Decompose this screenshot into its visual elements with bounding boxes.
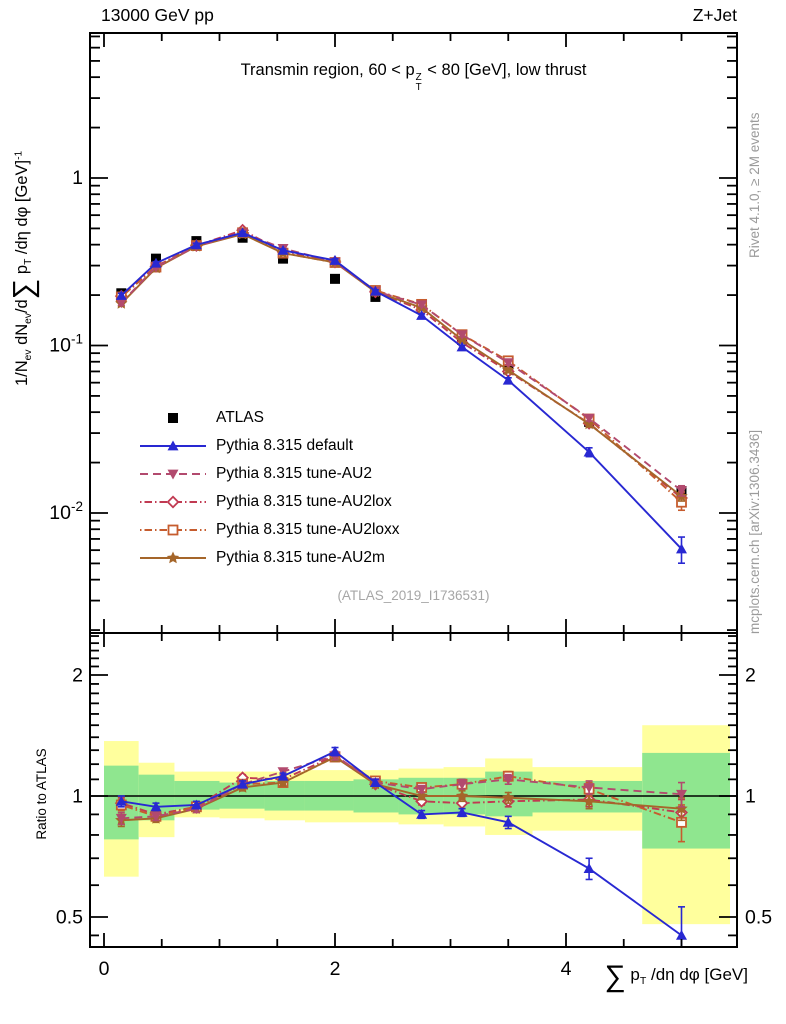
svg-text:10-1: 10-1 [49, 332, 83, 357]
legend-label: Pythia 8.315 tune-AU2 [216, 465, 372, 482]
rivet-credit: Rivet 4.1.0, ≥ 2M events [747, 112, 762, 258]
x-axis-label: ∑ pT /dη dφ [GeV] [604, 960, 748, 993]
legend-marker-default [140, 440, 206, 451]
legend-marker-au2lox [140, 495, 206, 509]
svg-text:4: 4 [561, 958, 572, 980]
svg-text:0.5: 0.5 [745, 907, 772, 929]
svg-text:10-2: 10-2 [49, 499, 83, 524]
legend-label: Pythia 8.315 tune-AU2lox [216, 493, 392, 510]
legend-marker-atlas [168, 413, 178, 423]
svg-text:0.5: 0.5 [56, 907, 83, 929]
legend-marker-au2m [140, 551, 206, 564]
legend-item-au2m: Pythia 8.315 tune-AU2m [140, 544, 400, 572]
legend-item-atlas: ATLAS [140, 404, 400, 432]
svg-text:2: 2 [330, 958, 341, 980]
legend-marker-au2loxx [140, 524, 206, 536]
process-label: Z+Jet [692, 5, 737, 25]
svg-text:0: 0 [99, 958, 110, 980]
legend-label: Pythia 8.315 default [216, 437, 354, 454]
svg-text:1: 1 [745, 786, 756, 808]
legend-item-au2loxx: Pythia 8.315 tune-AU2loxx [140, 516, 400, 544]
svg-text:2: 2 [745, 664, 756, 686]
svg-text:1: 1 [72, 167, 83, 189]
legend-item-au2: Pythia 8.315 tune-AU2 [140, 460, 400, 488]
analysis-watermark: (ATLAS_2019_I1736531) [337, 588, 490, 603]
y-axis-label-main: 1/Nev dNev/d∑ pT /dη dφ [GeV]-1 [8, 150, 40, 386]
legend: ATLAS Pythia 8.315 default Pythia 8.315 tu… [140, 404, 400, 572]
legend-marker-au2 [140, 469, 206, 480]
legend-label: Pythia 8.315 tune-AU2loxx [216, 521, 400, 538]
beam-energy-label: 13000 GeV pp [101, 5, 214, 25]
mcplots-credit: mcplots.cern.ch [arXiv:1306.3436] [747, 429, 762, 634]
svg-text:2: 2 [72, 664, 83, 686]
legend-item-default: Pythia 8.315 default [140, 432, 400, 460]
legend-label: Pythia 8.315 tune-AU2m [216, 549, 385, 566]
y-axis-label-ratio: Ratio to ATLAS [34, 748, 49, 840]
svg-text:1: 1 [72, 786, 83, 808]
legend-label: ATLAS [216, 409, 264, 426]
legend-item-au2lox: Pythia 8.315 tune-AU2lox [140, 488, 400, 516]
